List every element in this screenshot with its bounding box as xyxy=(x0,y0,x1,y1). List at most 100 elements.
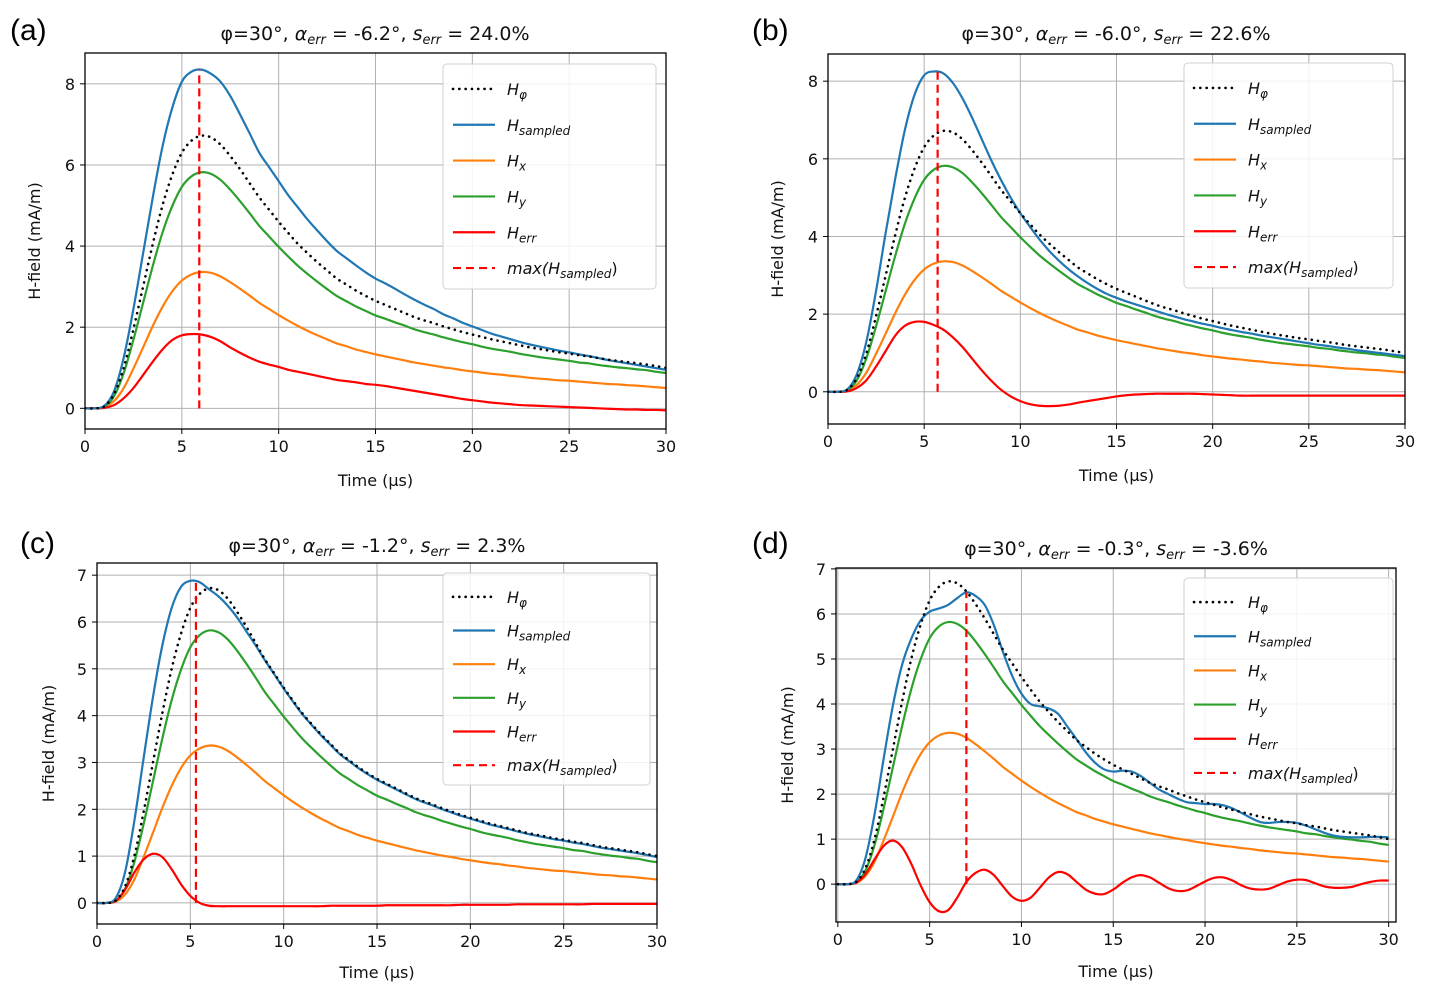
legend-item-h-sampled: Hsampled xyxy=(453,622,571,644)
x-tick-label: 5 xyxy=(177,437,187,456)
legend-label-subscript: φ xyxy=(1260,87,1268,101)
legend-label-base: H xyxy=(548,259,560,278)
series-lines xyxy=(85,68,666,412)
legend-item-h-phi: Hφ xyxy=(1192,593,1268,615)
legend-box xyxy=(1183,577,1394,794)
legend-item-max-line: max(Hsampled) xyxy=(453,259,618,281)
x-tick-label: 5 xyxy=(919,432,929,451)
title-alpha-symbol: α xyxy=(1038,538,1051,560)
legend-label-subscript: φ xyxy=(519,88,527,102)
legend-label: Hy xyxy=(1248,696,1268,718)
legend-item-h-err: Herr xyxy=(1194,730,1278,752)
x-tick-label: 15 xyxy=(1103,930,1123,949)
x-tick-label: 10 xyxy=(268,437,288,456)
title-prefix: φ=30°, xyxy=(229,535,303,557)
legend-label-prefix: max( xyxy=(1248,258,1290,277)
y-tick-label: 4 xyxy=(808,227,818,246)
y-tick-label: 3 xyxy=(77,753,87,772)
legend-box xyxy=(442,572,651,786)
y-tick-label: 7 xyxy=(77,566,87,585)
y-tick-label: 8 xyxy=(65,75,75,94)
legend-label: Hsampled xyxy=(1248,115,1312,137)
legend-label-subscript: x xyxy=(1259,669,1268,683)
y-tick-label: 8 xyxy=(808,72,818,91)
x-axis-label: Time (μs) xyxy=(1077,962,1153,981)
legend-label: Herr xyxy=(507,723,537,745)
legend-label: Hy xyxy=(507,689,527,711)
title-alpha-subscript: err xyxy=(1051,548,1071,563)
x-tick-label: 25 xyxy=(553,932,573,951)
title-s-value: = -3.6% xyxy=(1185,538,1268,560)
title-alpha-value: = -1.2°, xyxy=(334,535,421,557)
legend-label-base: H xyxy=(507,723,519,742)
x-tick-label: 20 xyxy=(1202,432,1222,451)
line-h-phi xyxy=(828,129,1405,394)
title-s-value: = 24.0% xyxy=(441,23,529,45)
legend-item-h-err: Herr xyxy=(453,723,537,745)
line-h-sampled xyxy=(837,591,1389,886)
legend-label-subscript: sampled xyxy=(1260,123,1312,137)
y-tick-label: 3 xyxy=(816,740,826,759)
line-h-err xyxy=(837,839,1389,914)
title-alpha-value: = -6.0°, xyxy=(1067,23,1154,45)
legend-label-subscript: sampled xyxy=(1301,266,1353,280)
legend-label: Hφ xyxy=(1248,79,1268,101)
y-tick-label: 2 xyxy=(77,800,87,819)
line-h-y xyxy=(97,629,657,905)
x-tick-label: 0 xyxy=(833,930,843,949)
y-axis-label: H-field (mA/m) xyxy=(768,180,787,297)
legend-label-prefix: max( xyxy=(1248,764,1290,783)
legend-label: Hsampled xyxy=(507,622,571,644)
panel-label: (a) xyxy=(10,14,47,47)
legend-label-base: H xyxy=(507,588,519,607)
y-axis-label: H-field (mA/m) xyxy=(778,686,797,803)
y-tick-label: 2 xyxy=(808,305,818,324)
x-tick-label: 20 xyxy=(462,437,482,456)
line-h-x xyxy=(85,270,666,410)
x-tick-label: 15 xyxy=(367,932,387,951)
x-tick-label: 20 xyxy=(1195,930,1215,949)
x-tick-label: 25 xyxy=(1299,432,1319,451)
legend-label: max(Hsampled) xyxy=(507,756,618,778)
series-lines xyxy=(828,70,1405,408)
legend-label-subscript: sampled xyxy=(560,267,612,281)
legend-label-base: H xyxy=(1248,79,1260,98)
title-s-symbol: s xyxy=(413,23,423,45)
legend-label-base: H xyxy=(1248,627,1260,646)
legend-box xyxy=(442,63,657,290)
legend-label: Hφ xyxy=(507,588,527,610)
x-tick-label: 30 xyxy=(647,932,667,951)
x-axis-label: Time (μs) xyxy=(1078,466,1154,485)
legend-box xyxy=(1183,62,1394,289)
legend-item-h-phi: Hφ xyxy=(1192,79,1268,101)
legend-item-h-x: Hx xyxy=(1194,661,1268,683)
title-alpha-symbol: α xyxy=(295,23,308,45)
x-tick-label: 15 xyxy=(365,437,385,456)
y-axis-label: H-field (mA/m) xyxy=(39,685,58,802)
y-tick-label: 0 xyxy=(65,399,75,418)
y-tick-label: 6 xyxy=(808,150,818,169)
y-tick-label: 6 xyxy=(816,605,826,624)
y-tick-label: 2 xyxy=(816,785,826,804)
legend-label-subscript: err xyxy=(1260,230,1278,244)
legend-label-subscript: y xyxy=(518,195,527,209)
legend-item-max-line: max(Hsampled) xyxy=(453,756,618,778)
legend-label-suffix: ) xyxy=(1352,764,1358,783)
legend-label-base: H xyxy=(507,689,519,708)
legend-label: Hx xyxy=(1248,151,1268,173)
legend-label-subscript: x xyxy=(518,160,527,174)
legend-label: Hx xyxy=(507,152,527,174)
legend-label-subscript: err xyxy=(1260,738,1278,752)
legend-label-prefix: max( xyxy=(507,756,549,775)
line-h-err xyxy=(97,852,657,908)
chart-title: φ=30°, αerr = -0.3°, serr = -3.6% xyxy=(964,538,1268,563)
legend-label-subscript: y xyxy=(1259,704,1268,718)
legend-label: Hsampled xyxy=(507,116,571,138)
legend-label: max(Hsampled) xyxy=(1248,258,1359,280)
y-tick-label: 2 xyxy=(65,318,75,337)
legend-label-base: H xyxy=(548,756,560,775)
x-tick-label: 30 xyxy=(656,437,676,456)
x-tick-label: 25 xyxy=(1287,930,1307,949)
